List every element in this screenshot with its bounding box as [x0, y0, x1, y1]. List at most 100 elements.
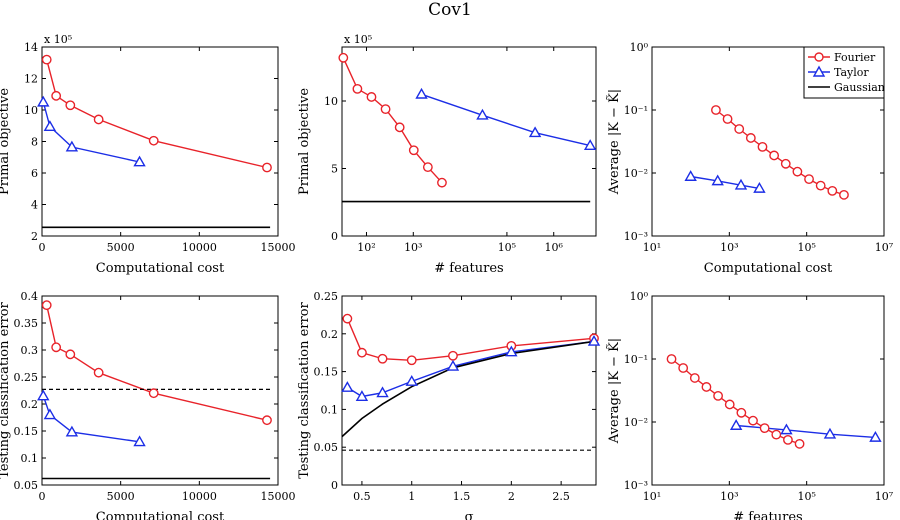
legend-label: Taylor: [834, 66, 869, 79]
taylor-point: [753, 181, 766, 193]
axis-multiplier: x 10⁵: [44, 33, 72, 46]
x-tick-label: 10²: [357, 241, 375, 254]
fourier-point: [357, 347, 367, 358]
fourier-point: [406, 355, 417, 366]
taylor-point: [734, 178, 748, 190]
fourier-point: [689, 373, 700, 383]
taylor-point: [65, 140, 79, 152]
fourier-point: [701, 382, 712, 392]
y-tick-label: 2: [31, 230, 38, 243]
fourier-point: [65, 100, 76, 111]
y-axis-label: Testing classification error: [297, 301, 312, 478]
x-tick-label: 10⁵: [797, 241, 815, 254]
fourier-point: [65, 349, 76, 360]
y-tick-label: 0.1: [21, 452, 39, 465]
y-tick-label: 0.35: [14, 317, 39, 330]
x-tick-label: 10⁷: [875, 490, 894, 503]
y-tick-label: 10⁻²: [624, 167, 648, 180]
fourier-series-line: [46, 59, 268, 169]
x-tick-label: 2.5: [552, 490, 570, 503]
fourier-point: [380, 104, 391, 115]
panel-error-vs-features: 10¹ 10³ 10⁵ 10⁷ 10⁻³ 10⁻² 10⁻¹ 10⁰ # features Ave…: [606, 290, 894, 520]
x-tick-label: 0: [39, 241, 46, 254]
y-axis-label: Primal objective: [0, 88, 12, 195]
y-tick-label: 10⁰: [630, 290, 649, 303]
taylor-point: [711, 174, 724, 186]
fourier-point: [771, 429, 782, 440]
taylor-series-line: [690, 175, 760, 190]
taylor-point: [376, 386, 389, 398]
y-tick-label: 0.1: [321, 403, 339, 416]
taylor-point: [528, 126, 542, 138]
fourier-point: [366, 92, 377, 102]
legend-label: Fourier: [834, 51, 876, 64]
x-axis-label: σ: [465, 510, 474, 520]
fourier-point: [711, 105, 721, 115]
taylor-point: [505, 345, 518, 357]
fourier-series-line: [46, 305, 268, 421]
fourier-point: [713, 390, 723, 401]
fourier-point: [759, 423, 770, 434]
x-axis-label: # features: [733, 510, 802, 520]
fourier-point: [93, 114, 104, 125]
taylor-point: [65, 425, 79, 437]
fourier-point: [41, 300, 52, 311]
taylor-point: [729, 419, 743, 430]
legend-triangle-marker: [812, 65, 826, 77]
fourier-point: [262, 415, 272, 426]
fourier-point: [794, 438, 805, 449]
x-tick-label: 0.5: [353, 490, 371, 503]
fourier-point: [666, 354, 677, 364]
figure-title: Cov1: [428, 0, 472, 20]
y-tick-label: 0.2: [21, 398, 39, 411]
x-tick-label: 10¹: [643, 490, 661, 503]
fourier-point: [780, 158, 791, 169]
fourier-point: [839, 189, 849, 200]
fourier-point: [745, 133, 756, 143]
x-axis-label: Computational cost: [96, 510, 225, 520]
y-tick-label: 0: [331, 230, 338, 243]
x-tick-label: 10⁶: [545, 241, 564, 254]
fourier-point: [338, 52, 349, 63]
legend-label: Gaussian: [834, 81, 885, 94]
y-tick-label: 4: [31, 199, 38, 212]
y-tick-label: 10⁻³: [624, 479, 648, 492]
panel-test-error-vs-sigma: 0.5 1 1.5 2 2.5 0 0.05 0.1 0.15 0.2 0.25 σ Testing c…: [297, 290, 601, 520]
panel-test-error-vs-cost: 0 5000 10000 15000 0.05 0.1 0.15 0.2 0.25 0.3 0.35…: [0, 290, 296, 520]
panel-primal-vs-cost: 0 5000 10000 15000 2 4 6 8 10 12 14 Computational c…: [0, 33, 296, 276]
taylor-point: [37, 95, 50, 107]
x-tick-label: 10⁵: [797, 490, 815, 503]
taylor-point: [405, 375, 418, 386]
x-tick-label: 0: [39, 490, 46, 503]
fourier-point: [804, 174, 814, 185]
fourier-point: [448, 350, 458, 361]
fourier-point: [422, 162, 433, 173]
fourier-point: [352, 83, 363, 94]
taylor-series-line: [421, 93, 591, 147]
axis-multiplier: x 10⁵: [344, 33, 372, 46]
taylor-point: [355, 390, 369, 401]
fourier-point: [769, 150, 780, 161]
x-tick-label: 10000: [182, 241, 217, 254]
taylor-point: [583, 139, 597, 151]
y-tick-label: 0.25: [14, 371, 39, 384]
x-tick-label: 10³: [404, 241, 422, 254]
x-axis-label: Computational cost: [704, 261, 833, 276]
y-tick-label: 0.3: [21, 344, 39, 357]
fourier-point: [437, 177, 447, 188]
y-tick-label: 10⁰: [630, 41, 649, 54]
y-axis-label: Testing classification error: [0, 301, 12, 478]
taylor-point: [587, 334, 601, 346]
legend-circle-marker: [814, 52, 824, 62]
taylor-series-line: [736, 424, 876, 439]
axes-box: [41, 295, 279, 486]
y-axis-label: Primal objective: [297, 88, 312, 195]
fourier-point: [93, 367, 104, 378]
taylor-series-line: [42, 101, 140, 163]
y-axis-label: Average |K − K̃|: [606, 89, 622, 195]
fourier-point: [827, 185, 838, 196]
taylor-point: [823, 427, 837, 439]
fourier-point: [678, 363, 689, 373]
taylor-series-line: [42, 395, 140, 443]
panel-primal-vs-features: 10² 10³ 10⁵ 10⁶ 0 5 10 # features Primal objecti…: [297, 33, 597, 276]
